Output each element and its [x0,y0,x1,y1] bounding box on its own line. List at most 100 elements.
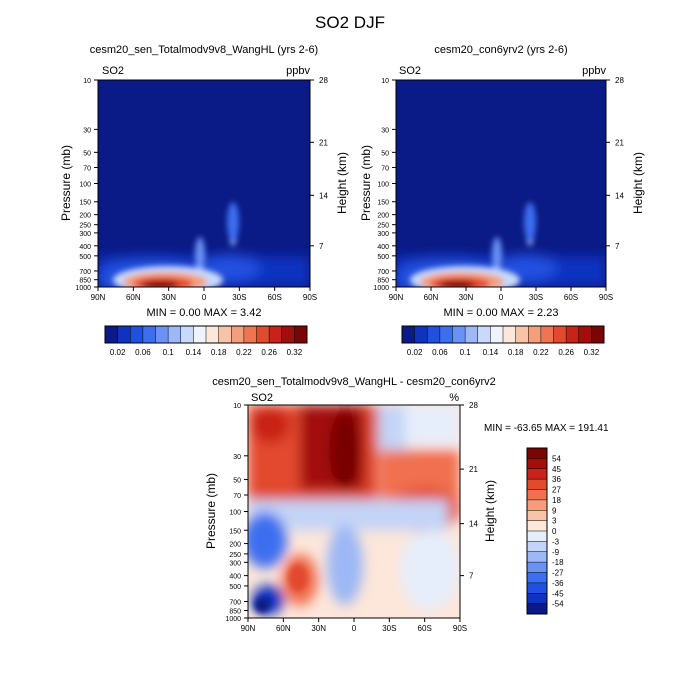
colorbar-label: -54 [552,600,564,609]
colorbar-swatch [503,326,516,343]
panel-2: cesm20_con6yrv2 (yrs 2-6) SO2 ppbv Press… [359,44,645,357]
x-tick-label: 90S [303,293,317,302]
colorbar-label: 18 [552,496,561,505]
colorbar-swatch [527,468,547,480]
colorbar-swatch [515,326,529,343]
colorbar-swatch [527,541,547,553]
y-tick-label: 850 [79,278,91,285]
colorbar-swatch [294,326,308,343]
x-tick-label: 60S [268,293,282,302]
panel-1-units-label: ppbv [286,65,310,77]
colorbar-label: 9 [552,506,557,515]
panel-1-y2label: Height (km) [335,152,349,214]
y2-tick-label: 28 [319,76,328,85]
y-tick-label: 500 [377,254,389,261]
colorbar-swatch [578,326,592,343]
colorbar-label: 0.02 [110,348,126,357]
colorbar-label: 36 [552,475,561,484]
x-tick-label: 60S [418,624,432,633]
colorbar-swatch [281,326,295,343]
colorbar-swatch [527,448,547,459]
panel-3-title: cesm20_sen_Totalmodv9v8_WangHL - cesm20_… [212,376,496,388]
colorbar-label: 0.22 [533,348,549,357]
y-tick-label: 10 [233,403,241,410]
x-tick-label: 60N [276,624,291,633]
colorbar-swatch [477,326,491,343]
colorbar-swatch [527,582,547,594]
colorbar-swatch [465,326,479,343]
x-tick-label: 30S [382,624,396,633]
x-tick-label: 30N [311,624,326,633]
colorbar-swatch [402,326,415,343]
y-tick-label: 300 [377,231,389,238]
colorbar-label: 0 [552,527,557,536]
colorbar-label: -27 [552,569,564,578]
colorbar-swatch [540,326,554,343]
colorbar-swatch [269,326,283,343]
colorbar-swatch [180,326,194,343]
panel-3-axes: 90N 60N 30N 0 30S 60S 90S 10 30 50 70 100 150 200 2503… [225,401,478,633]
x-tick-label: 60N [424,293,439,302]
y-tick-label: 400 [229,574,241,581]
colorbar-swatch [155,326,169,343]
y-tick-label: 850 [229,608,241,615]
y-tick-label: 70 [83,165,91,172]
panel-3-units-label: % [449,392,459,404]
panel-1-variable-label: SO2 [102,65,124,77]
panel-1-ylabel: Pressure (mb) [59,145,73,221]
panel-1: cesm20_sen_Totalmodv9v8_WangHL (yrs 2-6)… [59,44,349,357]
colorbar-frame [401,325,605,344]
x-tick-label: 30N [459,293,474,302]
y-tick-label: 300 [79,231,91,238]
y2-tick-label: 7 [319,242,324,251]
y-tick-label: 700 [377,269,389,276]
panel-3-minmax: MIN = -63.65 MAX = 191.41 [484,423,609,434]
y-tick-label: 400 [79,244,91,251]
y2-tick-label: 14 [615,191,624,200]
y2-tick-label: 28 [469,401,478,410]
colorbar-label: 0.14 [186,348,202,357]
colorbar-label: 45 [552,465,561,474]
colorbar-swatch [527,531,547,542]
colorbar-swatch [142,326,156,343]
y2-tick-label: 21 [615,138,624,147]
x-tick-label: 90N [91,293,106,302]
colorbar-label: 0.1 [163,348,175,357]
colorbar-swatch [256,326,270,343]
colorbar-swatch [439,326,453,343]
x-tick-label: 30S [529,293,543,302]
x-tick-label: 0 [202,293,207,302]
panel-1-axes: 90N 60N 30N 0 30S 60S 90S 10 30 50 70 100 150 200 2503… [75,76,328,302]
colorbar-swatch [591,326,605,343]
colorbar-label: 54 [552,454,561,463]
panel-1-minmax: MIN = 0.00 MAX = 3.42 [147,307,262,319]
y2-tick-label: 21 [469,465,478,474]
colorbar-label: 0.22 [236,348,252,357]
colorbar-label: 27 [552,486,561,495]
colorbar-swatch [527,489,547,501]
panel-2-minmax: MIN = 0.00 MAX = 2.23 [444,307,559,319]
y-tick-label: 50 [233,477,241,484]
colorbar-swatch [414,326,428,343]
colorbar-label: 3 [552,517,557,526]
panel-3: cesm20_sen_Totalmodv9v8_WangHL - cesm20_… [204,376,609,633]
colorbar-frame [526,447,548,615]
colorbar-swatch [206,326,219,343]
y-tick-label: 200 [229,542,241,549]
y-tick-label: 10 [83,78,91,85]
colorbar-label: 0.32 [584,348,600,357]
y-tick-label: 100 [79,182,91,189]
y-tick-label: 1000 [75,285,91,292]
y-tick-label: 400 [377,244,389,251]
x-tick-label: 90N [389,293,404,302]
colorbar-label: 0.26 [558,348,574,357]
y2-tick-label: 7 [615,242,620,251]
colorbar-swatch [527,458,547,470]
colorbar-label: 0.02 [407,348,423,357]
colorbar-label: -18 [552,558,564,567]
colorbar-swatch [566,326,580,343]
colorbar-swatch [130,326,144,343]
colorbar-frame [104,325,308,344]
